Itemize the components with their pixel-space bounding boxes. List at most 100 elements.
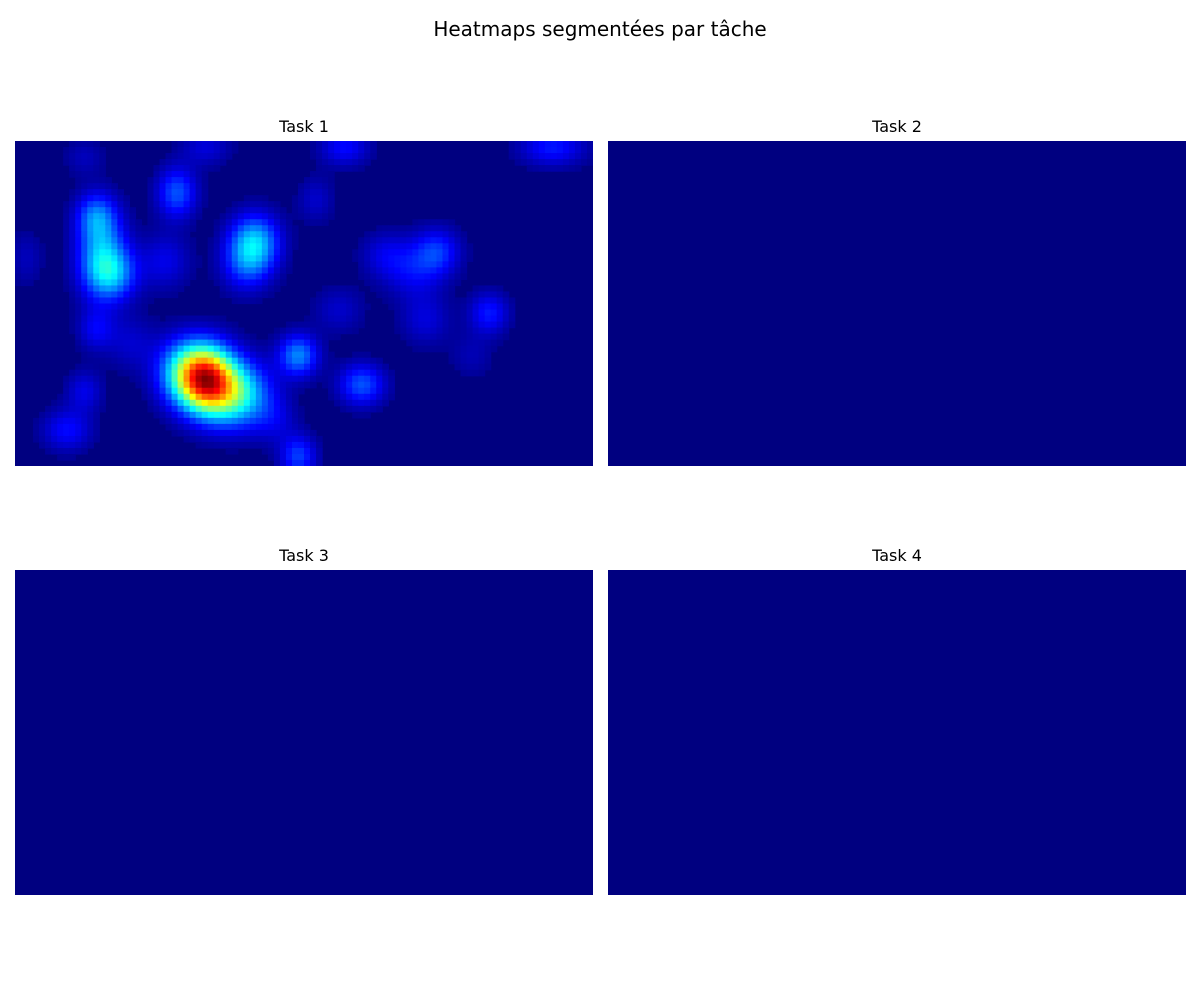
- heatmap-cell: [63, 411, 70, 419]
- heatmap-cell: [81, 177, 88, 184]
- heatmap-cell: [442, 249, 450, 256]
- heatmap-cell: [454, 261, 462, 268]
- heatmap-cell: [490, 345, 498, 353]
- heatmap-cell: [484, 327, 492, 335]
- heatmap-cell: [117, 285, 124, 293]
- heatmap-cell: [153, 375, 161, 383]
- heatmap-cell: [460, 273, 468, 281]
- heatmap-cell: [153, 273, 161, 281]
- heatmap-cell: [273, 339, 281, 347]
- heatmap-cell: [189, 141, 197, 148]
- heatmap-cell: [45, 441, 52, 449]
- heatmap-cell: [159, 165, 167, 172]
- heatmap-cell: [165, 249, 173, 256]
- heatmap-cell: [352, 297, 359, 305]
- heatmap-cell: [352, 153, 359, 160]
- heatmap-cell: [400, 285, 407, 293]
- heatmap-cell: [243, 279, 251, 287]
- heatmap-cell: [237, 333, 245, 341]
- heatmap-cell: [183, 183, 191, 190]
- heatmap-cell: [322, 291, 329, 299]
- heatmap-cell: [219, 159, 227, 166]
- heatmap-cell: [328, 387, 335, 395]
- heatmap-cell: [219, 381, 227, 389]
- heatmap-cell: [424, 339, 432, 347]
- heatmap-cell: [255, 417, 263, 425]
- heatmap-cell: [147, 219, 155, 226]
- heatmap-cell: [508, 297, 516, 305]
- heatmap-cell: [291, 201, 299, 208]
- heatmap-cell: [219, 279, 227, 287]
- heatmap-cell: [346, 285, 353, 293]
- heatmap-cell: [201, 399, 209, 407]
- heatmap-cell: [129, 375, 137, 383]
- heatmap-cell: [364, 141, 371, 148]
- heatmap-cell: [285, 351, 293, 359]
- heatmap-cell: [117, 261, 124, 268]
- heatmap-cell: [99, 261, 106, 268]
- heatmap-cell: [213, 351, 221, 359]
- heatmap-cell: [201, 429, 209, 437]
- heatmap-cell: [165, 339, 173, 347]
- heatmap-cell: [285, 399, 293, 407]
- heatmap-cell: [177, 387, 185, 395]
- heatmap-cell: [147, 201, 155, 208]
- heatmap-cell: [213, 159, 221, 166]
- heatmap-cell: [195, 141, 203, 148]
- heatmap-cell: [153, 411, 161, 419]
- heatmap-cell: [63, 405, 70, 413]
- heatmap-cell: [255, 279, 263, 287]
- heatmap-cell: [273, 369, 281, 377]
- heatmap-cell: [352, 405, 359, 413]
- heatmap-cell: [231, 417, 239, 425]
- heatmap-cell: [358, 351, 365, 359]
- heatmap-cell: [358, 393, 365, 401]
- heatmap-cell: [213, 411, 221, 419]
- heatmap-cell: [285, 339, 293, 347]
- heatmap-background: [15, 570, 593, 895]
- heatmap-cell: [147, 393, 155, 401]
- heatmap-cell: [460, 321, 468, 329]
- heatmap-cell: [153, 363, 161, 371]
- heatmap-cell: [135, 345, 143, 353]
- heatmap-cell: [63, 393, 70, 401]
- heatmap-cell: [57, 399, 64, 407]
- heatmap-cell: [370, 357, 377, 365]
- heatmap-cell: [273, 363, 281, 371]
- heatmap-cell: [406, 291, 413, 299]
- heatmap-cell: [310, 375, 317, 383]
- heatmap-cell: [382, 291, 389, 299]
- heatmap-cell: [21, 261, 28, 268]
- heatmap-cell: [231, 387, 239, 395]
- heatmap-cell: [310, 303, 317, 311]
- heatmap-cell: [436, 303, 444, 311]
- heatmap-cell: [328, 159, 335, 166]
- heatmap-cell: [189, 207, 197, 214]
- heatmap-cell: [159, 189, 167, 196]
- heatmap-cell: [231, 429, 239, 437]
- heatmap-cell: [370, 405, 377, 413]
- heatmap-cell: [135, 291, 143, 299]
- heatmap-cell: [304, 459, 311, 466]
- heatmap-cell: [448, 333, 456, 341]
- heatmap-cell: [412, 345, 419, 353]
- heatmap-cell: [213, 423, 221, 431]
- heatmap-cell: [267, 243, 275, 250]
- heatmap-cell: [322, 369, 329, 377]
- heatmap-cell: [33, 429, 40, 437]
- heatmap-cell: [117, 201, 124, 208]
- heatmap-cell: [412, 255, 419, 262]
- heatmap-cell: [99, 279, 106, 287]
- heatmap-cell: [183, 357, 191, 365]
- heatmap-cell: [207, 159, 215, 166]
- panel-title-task-3: Task 3: [279, 546, 329, 565]
- heatmap-cell: [99, 393, 106, 401]
- heatmap-cell: [310, 333, 317, 341]
- heatmap-cell: [81, 345, 88, 353]
- heatmap-cell: [93, 357, 100, 365]
- heatmap-cell: [291, 399, 299, 407]
- heatmap-cell: [81, 213, 88, 220]
- heatmap-cell: [87, 387, 94, 395]
- heatmap-cell: [93, 267, 100, 275]
- heatmap-cell: [394, 237, 401, 244]
